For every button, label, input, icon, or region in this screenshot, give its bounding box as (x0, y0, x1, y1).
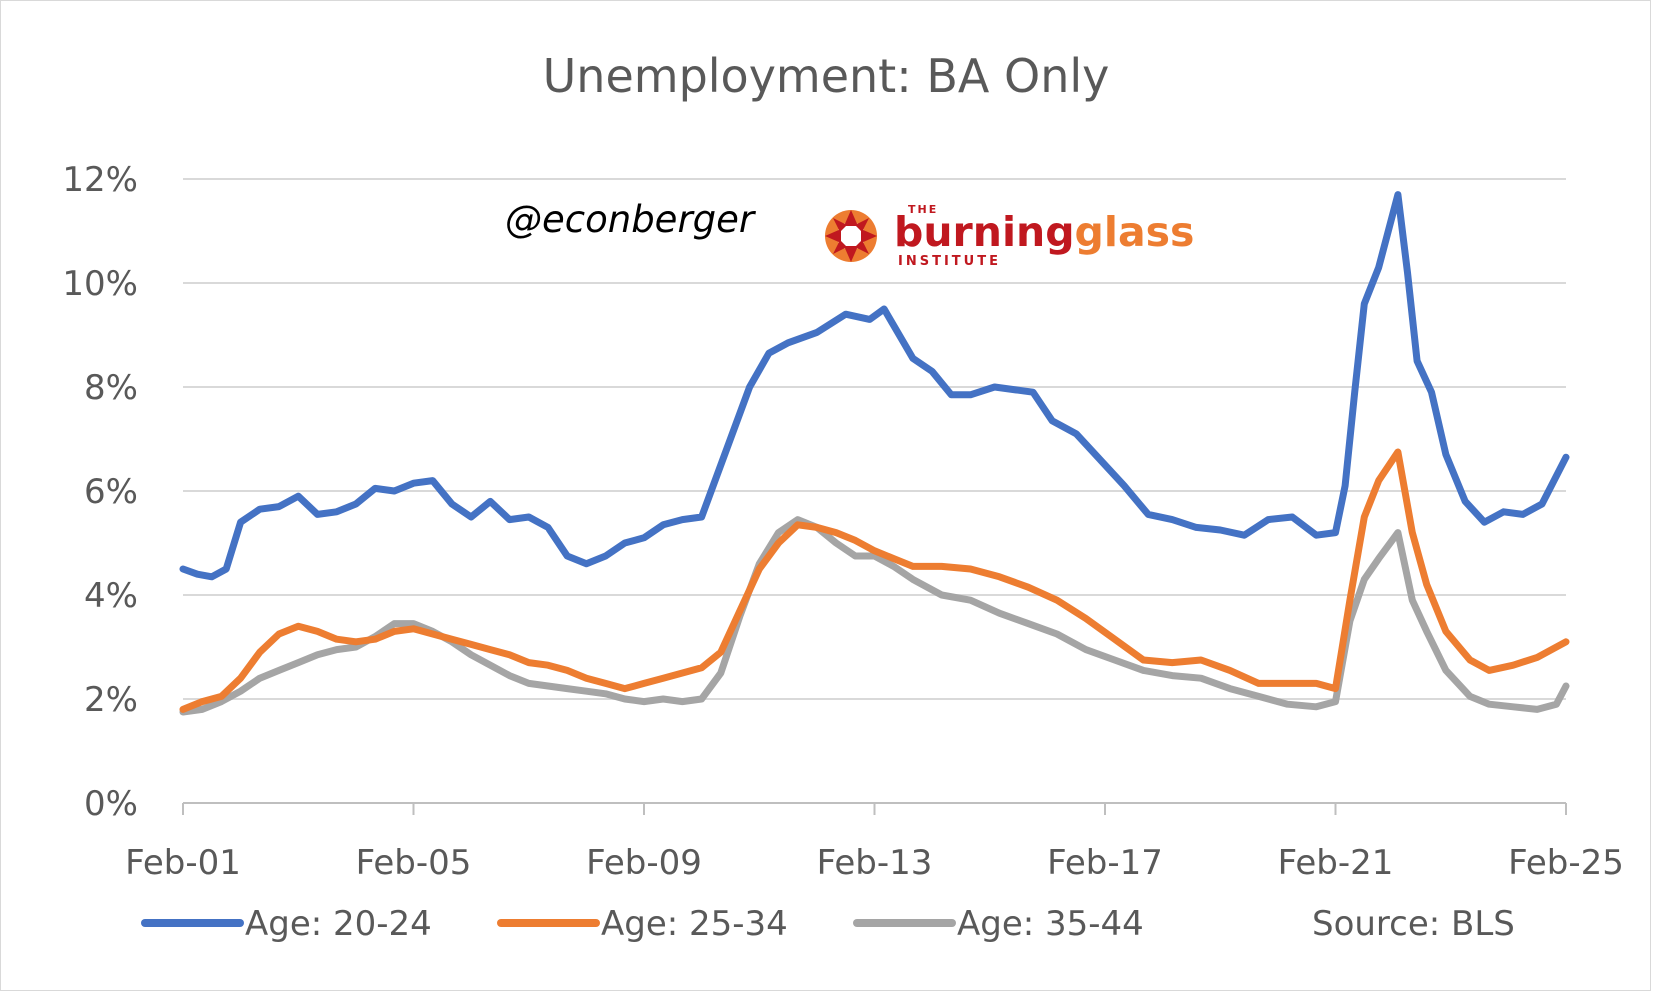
x-axis-ticks: Feb-01 Feb-05 Feb-09 Feb-13 Feb-17 Feb-21 Feb-… (125, 803, 1624, 883)
legend-label: Age: 20-24 (245, 904, 432, 944)
x-tick-label: Feb-25 (1508, 843, 1624, 883)
y-tick-label: 8% (84, 368, 138, 408)
legend-label: Age: 25-34 (601, 904, 788, 944)
x-tick-label: Feb-17 (1047, 843, 1163, 883)
legend-label: Age: 35-44 (957, 904, 1144, 944)
x-tick-label: Feb-01 (125, 843, 241, 883)
econberger-handle: @econberger (505, 198, 757, 241)
series-line (179, 191, 1570, 581)
gridlines (183, 178, 1566, 700)
chart-title: Unemployment: BA Only (543, 49, 1110, 103)
series-lines (179, 191, 1570, 716)
x-tick-label: Feb-21 (1278, 843, 1394, 883)
x-tick-label: Feb-13 (817, 843, 933, 883)
logo-small-bottom-text: INSTITUTE (898, 254, 1001, 269)
y-tick-label: 12% (62, 160, 138, 200)
logo-small-top-text: THE (908, 203, 938, 216)
y-axis-ticks: 0% 2% 4% 6% 8% 10% 12% (62, 160, 138, 824)
y-tick-label: 4% (84, 576, 138, 616)
burningglass-sun-icon (825, 210, 877, 262)
logo-wordmark: burningglass (894, 208, 1194, 256)
y-tick-label: 10% (62, 264, 138, 304)
y-tick-label: 6% (84, 472, 138, 512)
y-tick-label: 2% (84, 680, 138, 720)
burningglass-logo: THE burningglass INSTITUTE (825, 203, 1194, 269)
legend: Age: 20-24 Age: 25-34 Age: 35-44 (141, 904, 1144, 944)
x-tick-label: Feb-05 (356, 843, 472, 883)
y-tick-label: 0% (84, 784, 138, 824)
x-tick-label: Feb-09 (586, 843, 702, 883)
source-note: Source: BLS (1312, 904, 1515, 944)
series-line (179, 448, 1570, 713)
